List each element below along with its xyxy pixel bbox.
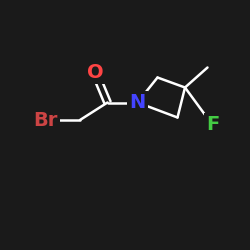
Text: F: F [206, 116, 219, 134]
Text: N: N [130, 93, 146, 112]
Text: O: O [87, 63, 103, 82]
Text: Br: Br [33, 110, 57, 130]
